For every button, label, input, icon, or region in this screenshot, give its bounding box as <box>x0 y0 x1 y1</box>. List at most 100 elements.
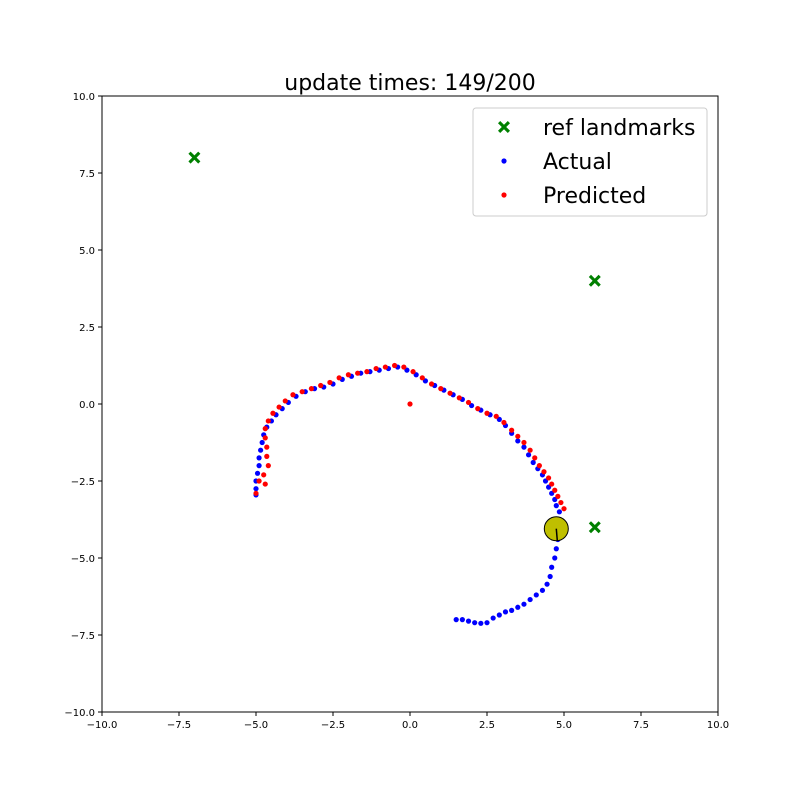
x-tick-label: 0.0 <box>402 720 418 731</box>
predicted-point <box>364 369 370 375</box>
actual-point <box>496 612 502 618</box>
actual-point <box>530 459 536 466</box>
legend-predicted-icon <box>501 192 507 198</box>
predicted-point <box>456 395 462 401</box>
actual-point <box>515 438 521 444</box>
y-tick-label: −5.0 <box>71 554 95 565</box>
actual-point <box>549 564 555 570</box>
actual-point <box>256 463 262 469</box>
predicted-point <box>270 410 276 416</box>
actual-point <box>547 573 553 580</box>
predicted-point <box>428 381 435 387</box>
predicted-point <box>282 398 288 404</box>
predicted-point <box>262 426 268 432</box>
x-tick-label: −2.5 <box>321 720 345 731</box>
actual-point <box>502 609 509 615</box>
ref-landmarks-point <box>588 274 601 287</box>
x-tick-label: 10.0 <box>707 720 729 731</box>
predicted-point <box>264 453 270 459</box>
predicted-point <box>549 481 555 487</box>
predicted-point <box>527 447 533 453</box>
actual-point <box>521 444 527 450</box>
predicted-point <box>407 401 413 407</box>
actual-point <box>525 452 532 458</box>
predicted-point <box>318 382 324 389</box>
x-tick-label: −10.0 <box>87 720 118 731</box>
actual-point <box>478 620 484 626</box>
actual-point <box>539 587 546 593</box>
predicted-point <box>552 487 558 493</box>
y-tick-label: 2.5 <box>79 323 95 334</box>
x-tick-label: −5.0 <box>244 720 268 731</box>
predicted-point <box>515 433 521 439</box>
legend-ref-landmarks-icon <box>498 121 510 133</box>
predicted-point <box>392 362 398 369</box>
predicted-point <box>465 399 472 406</box>
predicted-point <box>256 478 262 484</box>
predicted-point <box>327 379 333 386</box>
y-tick-label: −7.5 <box>71 631 95 642</box>
y-tick-label: −2.5 <box>71 477 95 488</box>
x-tick-label: 5.0 <box>556 720 572 731</box>
predicted-point <box>264 444 270 450</box>
actual-point <box>253 486 259 492</box>
predicted-point <box>262 435 268 441</box>
legend-actual-label: Actual <box>543 150 612 175</box>
actual-point <box>552 555 558 561</box>
predicted-point <box>561 506 567 512</box>
predicted-point <box>308 386 315 392</box>
y-axis: −10.0 −7.5 −5.0 −2.5 0.0 2.5 5.0 7.5 10.0 <box>64 92 102 719</box>
predicted-point <box>253 490 259 496</box>
actual-point <box>515 604 521 610</box>
predicted-point <box>373 365 379 372</box>
predicted-point <box>382 364 388 370</box>
legend-box <box>472 107 708 217</box>
predicted-point <box>265 418 271 424</box>
predicted-point <box>555 493 561 499</box>
actual-point <box>256 455 262 461</box>
y-tick-label: 7.5 <box>79 169 95 180</box>
predicted-point <box>447 390 453 396</box>
actual-point <box>553 546 559 552</box>
actual-point <box>453 617 459 623</box>
actual-point <box>533 592 539 598</box>
actual-point <box>258 447 264 453</box>
predicted-point <box>410 369 416 375</box>
predicted-point <box>509 427 515 433</box>
legend-predicted-label: Predicted <box>543 184 646 209</box>
predicted-point <box>484 410 490 416</box>
x-tick-label: 7.5 <box>633 720 649 731</box>
y-tick-label: 10.0 <box>73 92 95 103</box>
predicted-point <box>299 389 305 395</box>
predicted-point <box>558 499 564 506</box>
legend-ref-landmarks-label: ref landmarks <box>543 116 696 141</box>
actual-point <box>527 596 533 603</box>
actual-point <box>259 439 265 446</box>
actual-point <box>521 601 527 607</box>
predicted-point <box>401 364 407 370</box>
legend-actual-icon <box>501 158 507 164</box>
predicted-point <box>536 463 542 469</box>
predicted-point <box>419 375 425 381</box>
predicted-point <box>261 472 267 478</box>
actual-point <box>490 615 496 621</box>
actual-point <box>459 617 465 623</box>
actual-point <box>553 503 559 509</box>
actual-point <box>544 581 550 587</box>
actual-point <box>556 509 562 515</box>
predicted-point <box>532 455 538 461</box>
predicted-point <box>265 463 271 469</box>
x-axis: −10.0 −7.5 −5.0 −2.5 0.0 2.5 5.0 7.5 10.0 <box>87 712 729 731</box>
actual-point <box>472 620 478 626</box>
y-tick-label: 5.0 <box>79 246 95 257</box>
plot-marks <box>188 151 601 626</box>
robot-heading-line <box>555 528 559 541</box>
predicted-point <box>475 406 481 412</box>
predicted-point <box>336 375 342 381</box>
predicted-point <box>290 392 296 398</box>
predicted-point <box>541 469 547 475</box>
legend: ref landmarks Actual Predicted <box>472 107 708 217</box>
predicted-point <box>493 413 499 419</box>
y-tick-label: 0.0 <box>79 400 95 411</box>
ref-landmarks-point <box>588 521 601 534</box>
